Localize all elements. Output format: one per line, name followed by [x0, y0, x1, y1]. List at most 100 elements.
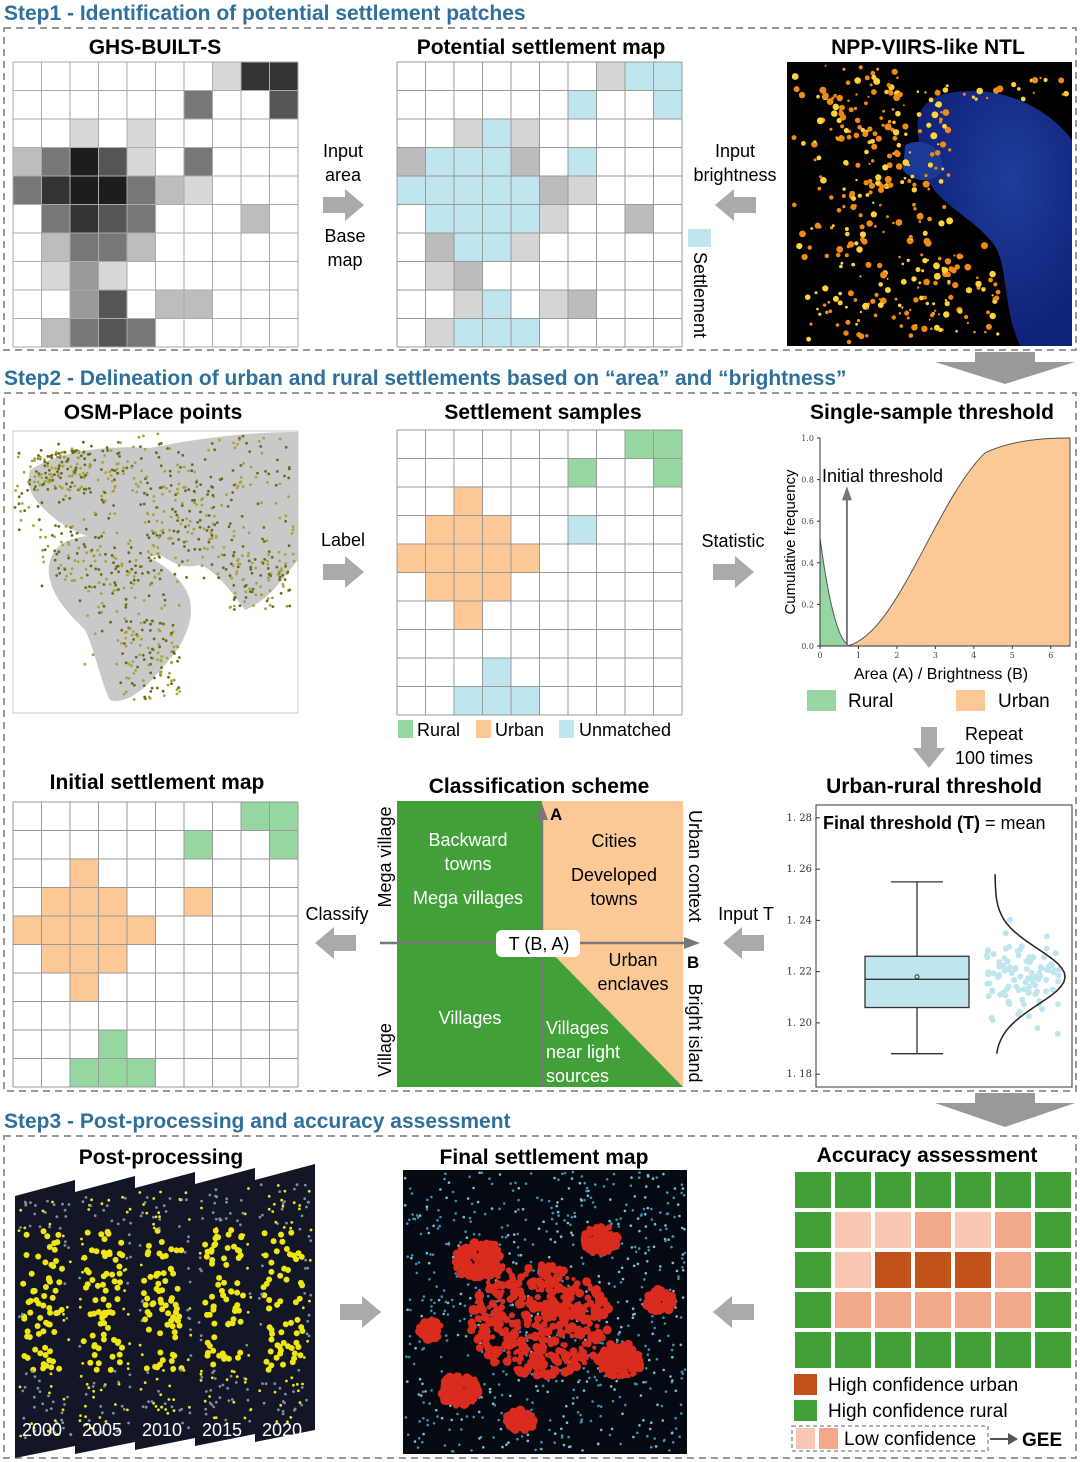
final-rural-point	[644, 1344, 647, 1348]
ntl-light	[835, 107, 838, 110]
final-rural-point	[409, 1308, 412, 1312]
ntl-light	[984, 330, 987, 334]
osm-point	[274, 501, 278, 505]
osm-point	[139, 480, 143, 484]
osm-point	[143, 621, 146, 624]
final-rural-point	[417, 1261, 421, 1264]
osm-point	[236, 565, 240, 569]
ntl-light	[941, 167, 945, 171]
osm-point	[137, 485, 140, 488]
final-rural-point	[443, 1444, 447, 1447]
osm-point	[276, 458, 279, 462]
scheme-q2-dev1: Developed	[571, 865, 657, 885]
osm-point	[54, 524, 57, 527]
accuracy-cell	[1031, 1168, 1075, 1212]
year-panel-light	[302, 1356, 306, 1359]
low-confidence-frame	[791, 1425, 989, 1452]
year-panel-light	[66, 1395, 69, 1399]
final-rural-point	[661, 1419, 665, 1422]
osm-point	[242, 462, 246, 465]
final-rural-point	[547, 1199, 551, 1203]
osm-point	[267, 553, 271, 557]
osm-point	[283, 474, 286, 478]
ntl-light	[836, 246, 844, 253]
year-panel-light	[307, 1189, 311, 1193]
osm-point	[50, 466, 54, 470]
final-rural-point	[492, 1436, 495, 1439]
year-panel-light	[298, 1401, 302, 1405]
box-sample-point	[1015, 1011, 1022, 1018]
osm-point	[50, 453, 54, 457]
year-panel-light	[212, 1416, 216, 1420]
year-panel-light	[41, 1209, 45, 1213]
osm-point	[124, 603, 128, 606]
osm-point	[69, 465, 73, 469]
grid-cell	[41, 176, 70, 205]
osm-point	[105, 446, 109, 450]
year-panel-light	[170, 1405, 174, 1409]
year-panel-light	[35, 1330, 42, 1337]
osm-point	[125, 620, 128, 623]
year-panel-light	[166, 1411, 170, 1415]
year-panel-light	[268, 1362, 275, 1369]
year-panel-light	[152, 1222, 156, 1226]
final-rural-point	[561, 1279, 564, 1283]
final-rural-point	[599, 1414, 602, 1418]
osm-point	[88, 466, 91, 469]
year-panel-light	[35, 1253, 42, 1260]
osm-point	[101, 460, 104, 464]
osm-point	[237, 562, 240, 566]
final-rural-point	[404, 1416, 408, 1419]
final-rural-point	[643, 1196, 647, 1199]
ntl-light	[822, 92, 829, 100]
cdf-ytick-label: 0.2	[801, 600, 814, 609]
year-panel-light	[261, 1382, 264, 1385]
ntl-light	[869, 83, 873, 87]
osm-point	[221, 566, 225, 570]
osm-point	[20, 502, 24, 505]
final-rural-point	[640, 1285, 644, 1289]
year-panel-light	[144, 1251, 151, 1258]
ntl-light	[837, 135, 845, 142]
year-panel-light	[128, 1207, 132, 1211]
final-rural-point	[430, 1305, 433, 1308]
year-panel-light	[204, 1339, 211, 1346]
year-panel-light	[145, 1196, 149, 1199]
final-urban-point	[526, 1423, 534, 1431]
osm-point	[176, 463, 179, 467]
final-urban-point	[480, 1255, 491, 1266]
final-rural-point	[555, 1222, 558, 1225]
year-panel-light	[198, 1251, 202, 1255]
year-panel-light	[144, 1405, 148, 1409]
ntl-light	[825, 310, 829, 315]
ntl-light	[798, 91, 806, 99]
year-panel-light	[277, 1272, 284, 1279]
osm-point	[122, 466, 126, 470]
year-panel-light	[298, 1253, 305, 1260]
final-rural-point	[430, 1309, 433, 1313]
osm-point	[115, 565, 119, 568]
final-rural-point	[548, 1419, 552, 1422]
grid-cell	[70, 233, 99, 262]
osm-point	[267, 472, 271, 476]
osm-point	[176, 491, 180, 495]
year-panel-light	[162, 1204, 166, 1207]
final-rural-point	[525, 1331, 528, 1334]
final-urban-point	[503, 1340, 512, 1350]
year-panel-light	[260, 1284, 267, 1291]
osm-point	[195, 480, 198, 484]
osm-point	[176, 659, 180, 663]
final-rural-point	[586, 1220, 589, 1224]
box-sample-point	[989, 987, 996, 994]
final-rural-point	[439, 1215, 442, 1219]
year-panel-light	[213, 1201, 217, 1205]
year-panel-light	[288, 1229, 295, 1236]
year-panel-light	[271, 1210, 275, 1213]
ntl-light	[879, 116, 883, 120]
year-panel-light	[240, 1292, 246, 1299]
osm-point	[175, 513, 179, 517]
box-sample-point	[1043, 945, 1050, 952]
osm-point	[187, 469, 190, 473]
osm-point	[43, 458, 46, 461]
ntl-light	[902, 123, 909, 130]
